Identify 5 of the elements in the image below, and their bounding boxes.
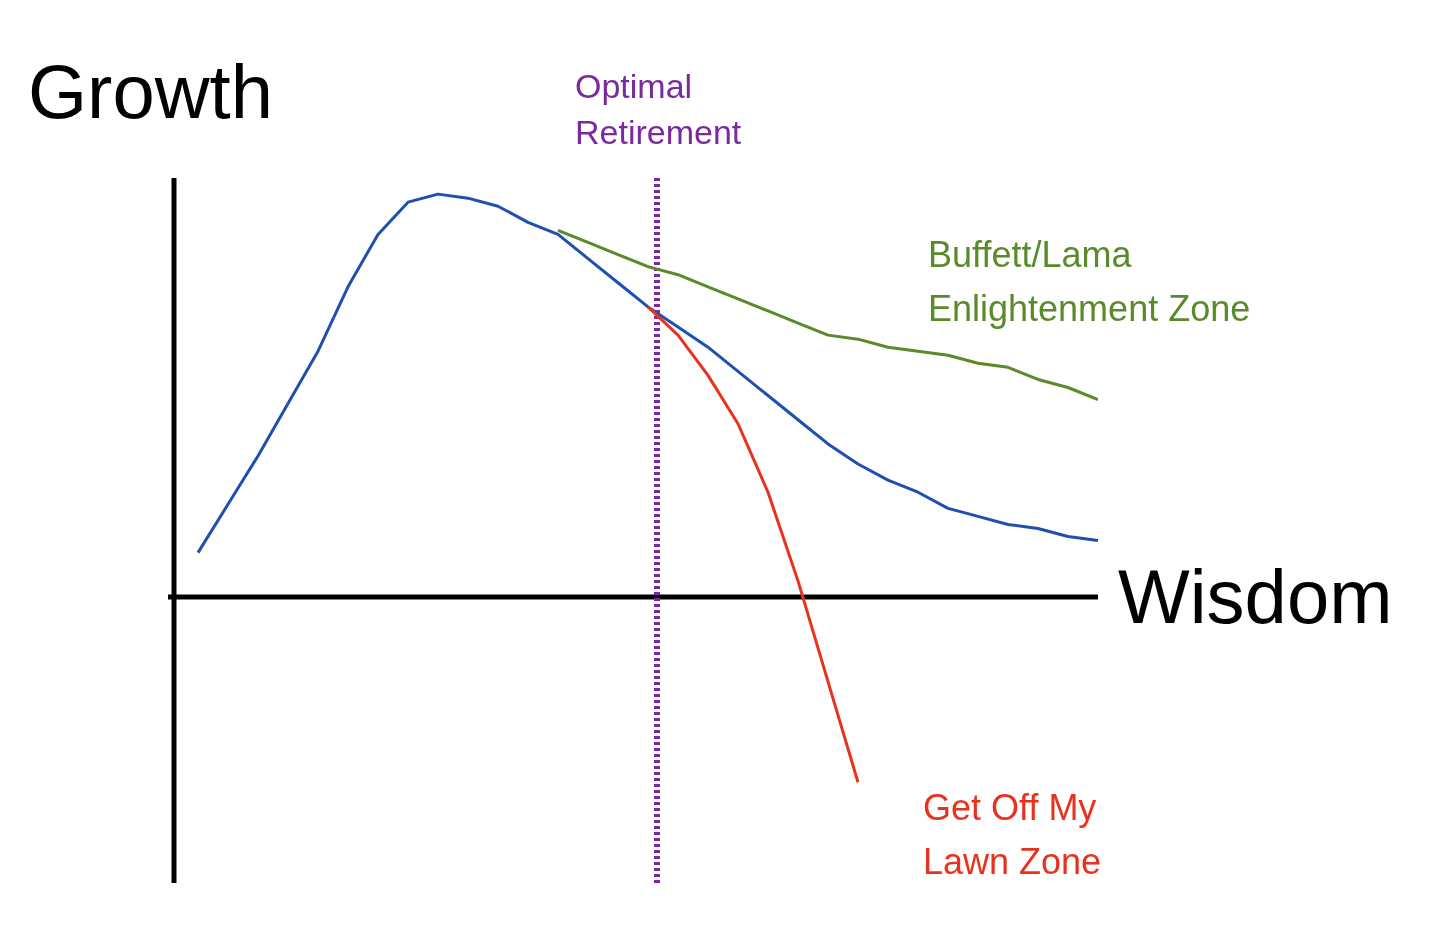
x-axis-title: Wisdom <box>1118 552 1393 640</box>
text: Optimal Retirement <box>575 67 742 151</box>
y-axis-title: Growth <box>28 48 273 135</box>
series-label: Buffett/Lama Enlightenment Zone <box>928 232 1252 331</box>
series-label: Get Off My Lawn Zone <box>923 785 1103 884</box>
